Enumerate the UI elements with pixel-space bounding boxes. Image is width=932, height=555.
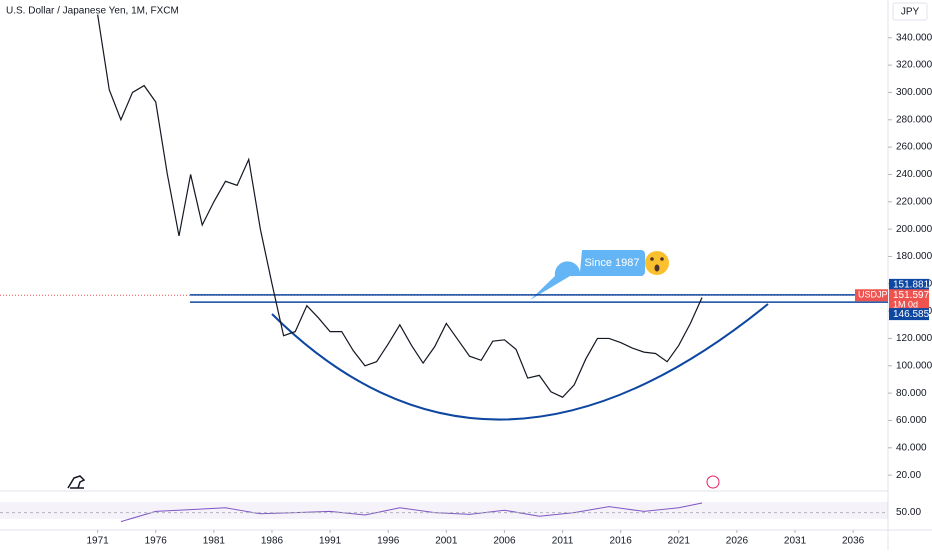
x-tick-label: 2036 — [842, 536, 865, 547]
chart-title: U.S. Dollar / Japanese Yen, 1M, FXCM — [6, 6, 179, 17]
cup-curve — [271, 303, 769, 421]
y-tick-label: 60.000 — [896, 415, 927, 426]
price-tag-label: 151.881 — [893, 280, 930, 291]
y-tick-label: 260.000 — [896, 142, 932, 153]
x-tick-label: 1976 — [145, 536, 168, 547]
rsi-band — [0, 502, 888, 519]
y-tick-label: 40.000 — [896, 442, 927, 453]
y-tick-label: 320.000 — [896, 60, 932, 71]
y-tick-label: 280.000 — [896, 114, 932, 125]
price-tag — [889, 308, 929, 321]
event-icon[interactable] — [706, 475, 720, 489]
countdown-label: 1M 0d — [893, 300, 918, 310]
x-tick-label: 2016 — [610, 536, 633, 547]
currency[interactable]: JPY — [901, 7, 920, 18]
x-tick-label: 1991 — [319, 536, 342, 547]
x-tick-label: 2006 — [493, 536, 516, 547]
x-tick-label: 1996 — [377, 536, 400, 547]
x-tick-label: 2001 — [435, 536, 458, 547]
y-tick-label: 80.000 — [896, 388, 927, 399]
last-tag — [889, 289, 929, 312]
rsi-line — [120, 502, 703, 523]
emoji-eye — [660, 257, 664, 261]
currency-button[interactable] — [892, 2, 928, 21]
x-tick-label: 2026 — [726, 536, 749, 547]
y-tick-label: 120.000 — [896, 333, 932, 344]
callout — [530, 250, 645, 300]
emoji-eye — [650, 257, 654, 261]
price-tag-label: 146.585 — [893, 309, 930, 320]
last-price-label: 151.597 — [893, 290, 930, 301]
y-tick-label: 180.000 — [896, 251, 932, 262]
emoji-mouth — [654, 264, 660, 272]
price-tag — [889, 278, 929, 291]
emoji — [645, 251, 669, 275]
symbol-label: USDJPY — [858, 290, 894, 300]
y-tick-label: 240.000 — [896, 169, 932, 180]
rsi-tick-label: 50.00 — [896, 507, 921, 518]
x-tick-label: 1971 — [87, 536, 110, 547]
price-line — [97, 14, 703, 398]
y-tick-label: 200.000 — [896, 224, 932, 235]
logo — [67, 475, 86, 489]
y-tick-label: 100.000 — [896, 360, 932, 371]
x-tick-label: 2011 — [552, 536, 574, 547]
x-tick-label: 2021 — [668, 536, 691, 547]
y-tick-label: 340.000 — [896, 32, 932, 43]
y-tick-label: 20.00 — [896, 470, 921, 481]
x-tick-label: 1981 — [203, 536, 226, 547]
y-tick-label: 300.000 — [896, 87, 932, 98]
y-tick-label: 220.000 — [896, 196, 932, 207]
x-tick-label: 1986 — [261, 536, 284, 547]
x-tick-label: 2031 — [784, 536, 807, 547]
symbol-tag — [855, 289, 888, 302]
callout-text: Since 1987 — [584, 257, 639, 269]
